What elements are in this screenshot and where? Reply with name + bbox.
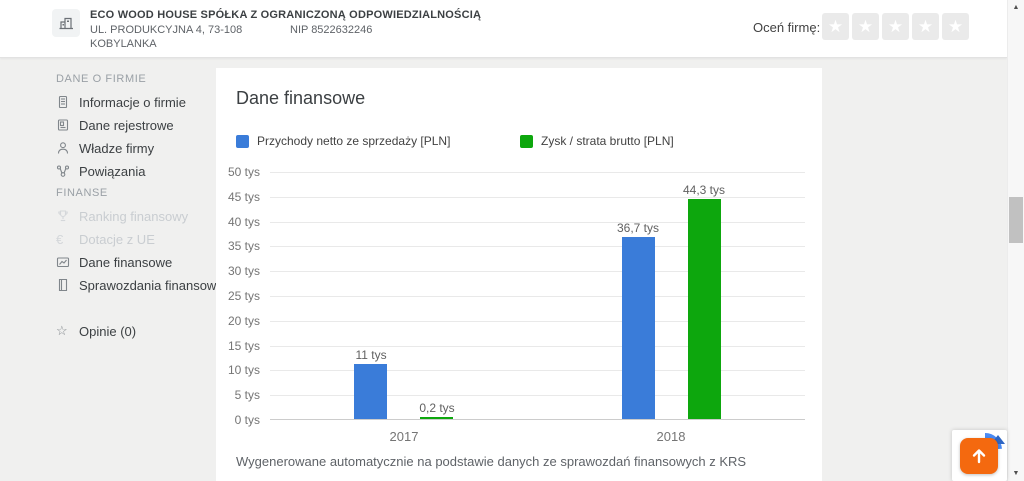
- gridline: [270, 370, 805, 371]
- y-axis-tick-label: 10 tys: [227, 363, 260, 377]
- x-axis-tick-label: 2017: [389, 429, 419, 444]
- financial-data-panel: Dane finansowe Przychody netto ze sprzed…: [216, 68, 822, 481]
- legend-label: Zysk / strata brutto [PLN]: [541, 134, 674, 148]
- star-outline-icon: ☆: [56, 323, 68, 338]
- scrollbar-down-arrow-icon[interactable]: ▼: [1012, 470, 1020, 477]
- star-rating-button[interactable]: ★: [822, 13, 849, 40]
- y-axis-tick-label: 20 tys: [227, 314, 260, 328]
- y-axis-tick-label: 50 tys: [227, 165, 260, 179]
- bar-value-label: 36,7 tys: [616, 221, 660, 235]
- sidebar-item-label: Informacje o firmie: [79, 94, 186, 110]
- sidebar-item-informacje-o-firmie[interactable]: Informacje o firmie: [56, 93, 186, 111]
- gridline: [270, 296, 805, 297]
- company-name: ECO WOOD HOUSE SPÓŁKA Z OGRANICZONĄ ODPO…: [90, 9, 482, 21]
- trophy-icon: [56, 209, 70, 223]
- gridline: [270, 222, 805, 223]
- chart-footnote: Wygenerowane automatycznie na podstawie …: [236, 454, 747, 469]
- chart-plot: 11 tys 0,2 tys 36,7 tys 44,3 tys: [270, 172, 805, 420]
- arrow-up-icon: [972, 449, 986, 464]
- x-axis-tick-label: 2018: [656, 429, 686, 444]
- bar-2017-series-0[interactable]: [354, 364, 387, 419]
- sidebar-item-wladze-firmy[interactable]: Władze firmy: [56, 139, 154, 157]
- gridline: [270, 172, 805, 173]
- y-axis-tick-label: 40 tys: [227, 215, 260, 229]
- bar-2017-series-1[interactable]: [420, 417, 453, 419]
- y-axis-tick-label: 0 tys: [234, 413, 260, 427]
- scroll-to-top-button[interactable]: [960, 438, 998, 474]
- bar-value-label: 0,2 tys: [419, 401, 455, 415]
- bar-2018-series-1[interactable]: [688, 199, 721, 419]
- sidebar-item-dane-finansowe[interactable]: Dane finansowe: [56, 253, 172, 271]
- y-axis-tick-label: 15 tys: [227, 339, 260, 353]
- sidebar-section-finanse: FINANSE: [56, 187, 108, 199]
- gridline: [270, 246, 805, 247]
- sidebar-item-dotacje-z-ue: € Dotacje z UE: [56, 230, 155, 248]
- page-title: Dane finansowe: [236, 88, 366, 108]
- sidebar-item-label: Sprawozdania finansowe: [79, 277, 224, 293]
- company-logo: [52, 9, 80, 37]
- legend-item-profit: Zysk / strata brutto [PLN]: [520, 134, 674, 148]
- gridline: [270, 271, 805, 272]
- legend-swatch-revenue: [236, 134, 249, 148]
- y-axis-tick-label: 45 tys: [227, 190, 260, 204]
- gridline: [270, 321, 805, 322]
- page-header: ECO WOOD HOUSE SPÓŁKA Z OGRANICZONĄ ODPO…: [0, 0, 1007, 58]
- star-rating-button[interactable]: ★: [852, 13, 879, 40]
- bar-2018-series-0[interactable]: [622, 237, 655, 419]
- registry-icon: [56, 118, 70, 132]
- report-icon: [56, 278, 70, 292]
- scrollbar-thumb[interactable]: [1009, 197, 1023, 243]
- legend-swatch-profit: [520, 134, 533, 148]
- gridline: [270, 395, 805, 396]
- star-rating-button[interactable]: ★: [882, 13, 909, 40]
- company-address-line2: KOBYLANKA: [90, 38, 157, 50]
- sidebar-item-label: Dotacje z UE: [79, 231, 155, 247]
- sidebar-item-label: Opinie (0): [79, 323, 137, 339]
- sidebar-item-sprawozdania-finansowe[interactable]: Sprawozdania finansowe: [56, 276, 224, 294]
- vertical-scrollbar[interactable]: ▲ ▼: [1007, 0, 1024, 481]
- person-icon: [56, 141, 70, 155]
- scrollbar-up-arrow-icon[interactable]: ▲: [1012, 4, 1020, 11]
- y-axis-tick-label: 25 tys: [227, 289, 260, 303]
- sidebar-item-ranking-finansowy: Ranking finansowy: [56, 207, 188, 225]
- sidebar-section-dane-o-firmie: DANE O FIRMIE: [56, 73, 147, 85]
- sidebar-item-label: Dane finansowe: [79, 254, 173, 270]
- star-rating: ★ ★ ★ ★ ★: [822, 13, 969, 40]
- y-axis-tick-label: 35 tys: [227, 239, 260, 253]
- euro-icon: €: [56, 231, 64, 247]
- bar-chart: 11 tys 0,2 tys 36,7 tys 44,3 tys 0 tys 5 tys…: [216, 165, 822, 472]
- company-address-line1: UL. PRODUKCYJNA 4, 73-108: [90, 24, 243, 36]
- star-rating-button[interactable]: ★: [912, 13, 939, 40]
- sidebar-item-label: Ranking finansowy: [79, 208, 189, 224]
- rate-company-label: Oceń firmę:: [753, 20, 821, 35]
- finance-card-icon: [56, 255, 70, 269]
- bar-value-label: 44,3 tys: [682, 183, 726, 197]
- sidebar-item-label: Powiązania: [79, 163, 146, 179]
- legend-label: Przychody netto ze sprzedaży [PLN]: [257, 134, 451, 148]
- gridline: [270, 346, 805, 347]
- legend-item-revenue: Przychody netto ze sprzedaży [PLN]: [236, 134, 450, 148]
- sidebar-item-label: Władze firmy: [79, 140, 155, 156]
- document-icon: [56, 95, 70, 109]
- sidebar-item-opinie[interactable]: ☆ Opinie (0): [56, 322, 136, 340]
- sidebar-item-dane-rejestrowe[interactable]: Dane rejestrowe: [56, 116, 174, 134]
- gridline: [270, 197, 805, 198]
- sidebar-item-label: Dane rejestrowe: [79, 117, 174, 133]
- star-rating-button[interactable]: ★: [942, 13, 969, 40]
- connections-icon: [56, 164, 70, 178]
- company-nip: NIP 8522632246: [290, 24, 373, 36]
- bar-value-label: 11 tys: [355, 348, 387, 362]
- y-axis-tick-label: 5 tys: [234, 388, 260, 402]
- sidebar-item-powiazania[interactable]: Powiązania: [56, 162, 146, 180]
- y-axis-tick-label: 30 tys: [227, 264, 260, 278]
- building-icon: [59, 17, 73, 30]
